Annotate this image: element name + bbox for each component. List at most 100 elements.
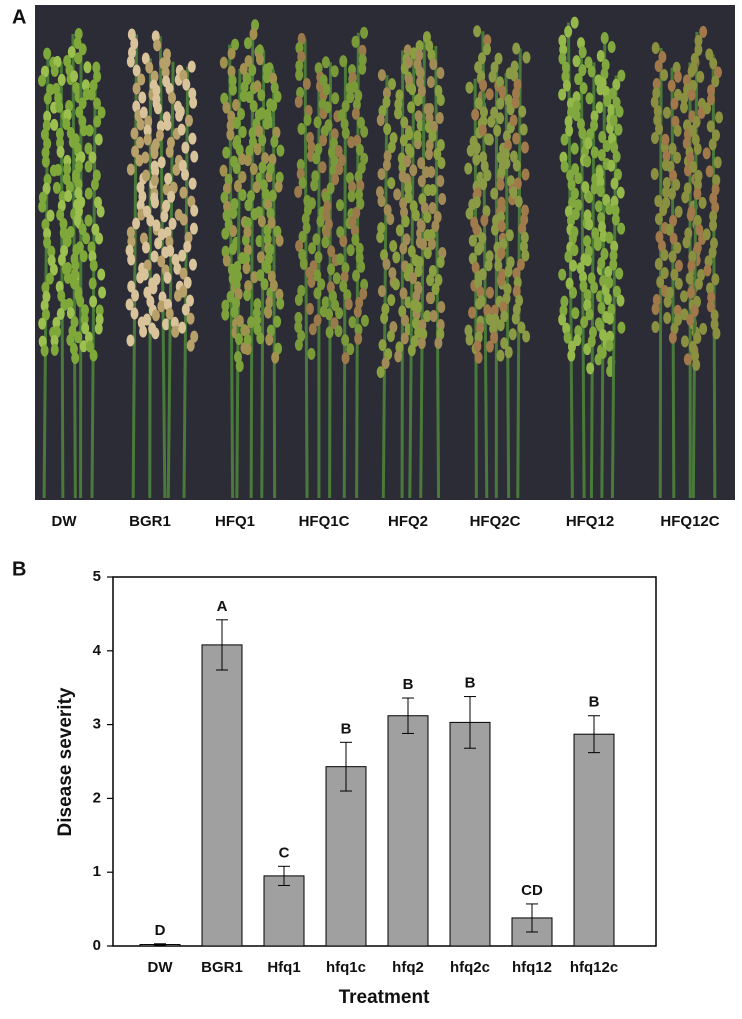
grain (418, 175, 426, 187)
grain (44, 93, 52, 105)
grain (297, 123, 305, 135)
grain (137, 119, 145, 131)
grain (580, 82, 588, 94)
grain (429, 265, 437, 277)
grain (378, 168, 386, 180)
grain (308, 242, 316, 254)
grain (682, 236, 690, 248)
grain (399, 242, 407, 254)
grain (401, 332, 409, 344)
grain (673, 152, 681, 164)
grain (689, 62, 697, 74)
grain (588, 65, 596, 77)
grain (244, 154, 252, 166)
grain (414, 265, 422, 277)
grain (181, 142, 189, 154)
grain (675, 278, 683, 290)
grain (179, 187, 187, 199)
grain (144, 134, 152, 146)
grain (651, 321, 659, 333)
grain (699, 197, 707, 209)
grain (696, 71, 704, 83)
grain (709, 219, 717, 231)
grain (80, 250, 88, 262)
grain (505, 346, 513, 358)
grain (145, 62, 153, 74)
grain (396, 224, 404, 236)
bar (326, 767, 366, 946)
y-tick-label: 0 (93, 937, 101, 954)
grain (243, 73, 251, 85)
grain (189, 97, 197, 109)
grain (304, 114, 312, 126)
grain (655, 258, 663, 270)
grain (512, 312, 520, 324)
grain (687, 260, 695, 272)
grain (437, 157, 445, 169)
grain (571, 244, 579, 256)
grain (496, 350, 504, 362)
grain (617, 187, 625, 199)
grain (164, 173, 172, 185)
grain (164, 272, 172, 284)
grain (574, 73, 582, 85)
grain (58, 74, 66, 86)
grain (361, 315, 369, 327)
grain (319, 161, 327, 173)
x-tick-label: hfq1c (326, 959, 366, 976)
grain (561, 161, 569, 173)
grain (712, 327, 720, 339)
grain (187, 313, 195, 325)
grain (158, 156, 166, 168)
significance-letter: B (465, 675, 476, 692)
grain (437, 301, 445, 313)
grain (694, 143, 702, 155)
grain (164, 119, 172, 131)
grain (429, 58, 437, 70)
grain (261, 278, 269, 290)
grain (617, 322, 625, 334)
grain (300, 258, 308, 270)
grain (325, 308, 333, 320)
grain (680, 290, 688, 302)
grain (57, 146, 65, 158)
grain (414, 301, 422, 313)
grain (615, 268, 623, 280)
grain (561, 134, 569, 146)
grain (485, 259, 493, 271)
grain (97, 268, 105, 280)
grain (693, 188, 701, 200)
grain (498, 220, 506, 232)
grain (403, 155, 411, 167)
grain (244, 37, 252, 49)
grain (572, 208, 580, 220)
grain (707, 120, 715, 132)
grain (354, 333, 362, 345)
grain (143, 314, 151, 326)
grain (226, 129, 234, 141)
grain (331, 92, 339, 104)
grain (351, 36, 359, 48)
grain (268, 217, 276, 229)
grain (512, 132, 520, 144)
grain (436, 112, 444, 124)
grain (706, 165, 714, 177)
y-tick-label: 1 (93, 863, 101, 880)
grain (55, 101, 63, 113)
grain (178, 124, 186, 136)
grain (520, 123, 528, 135)
grain (51, 344, 59, 356)
grain (430, 310, 438, 322)
grain (42, 156, 50, 168)
grain (132, 218, 140, 230)
grain (394, 350, 402, 362)
grain (404, 191, 412, 203)
grain (436, 175, 444, 187)
grain (339, 55, 347, 67)
grain (254, 143, 262, 155)
grain (95, 232, 103, 244)
grain (85, 160, 93, 172)
grain (43, 48, 51, 60)
grain (418, 337, 426, 349)
